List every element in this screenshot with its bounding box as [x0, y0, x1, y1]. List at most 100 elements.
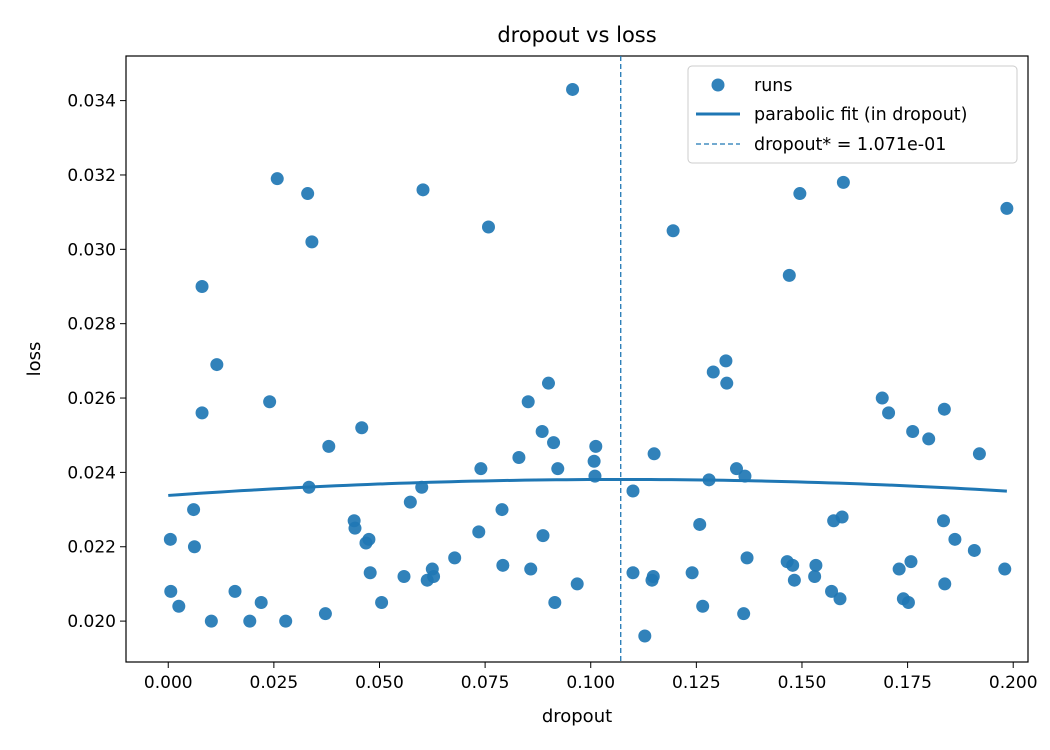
- x-axis-label: dropout: [542, 706, 612, 727]
- run-point: [210, 358, 224, 372]
- y-axis-label: loss: [24, 342, 45, 377]
- run-point: [904, 555, 918, 569]
- run-point: [566, 82, 580, 96]
- run-point: [228, 584, 242, 598]
- run-point: [737, 607, 751, 621]
- run-point: [835, 510, 849, 524]
- run-point: [740, 551, 754, 565]
- run-point: [937, 402, 951, 416]
- run-point: [481, 220, 495, 234]
- run-point: [243, 614, 257, 628]
- x-tick-label: 0.100: [566, 673, 615, 693]
- run-point: [495, 503, 509, 517]
- legend-fit-label: parabolic fit (in dropout): [754, 105, 968, 125]
- run-point: [263, 395, 277, 409]
- run-point: [685, 566, 699, 580]
- run-point: [892, 562, 906, 576]
- run-point: [720, 376, 734, 390]
- y-axis: 0.020 0.022 0.024 0.026 0.028 0.030 0.032 0.034: [67, 92, 126, 632]
- run-point: [833, 592, 847, 606]
- run-point: [1000, 201, 1014, 215]
- run-point: [719, 354, 733, 368]
- x-tick-label: 0.050: [355, 673, 404, 693]
- legend-runs-marker: [711, 78, 725, 92]
- run-point: [638, 629, 652, 643]
- y-tick-label: 0.026: [67, 389, 116, 409]
- run-point: [403, 495, 417, 509]
- parabolic-fit-line: [168, 477, 1007, 497]
- run-point: [938, 577, 952, 591]
- run-point: [626, 484, 640, 498]
- run-point: [521, 395, 535, 409]
- run-point: [355, 421, 369, 435]
- run-point: [901, 596, 915, 610]
- fit-curve-layer: [168, 477, 1007, 497]
- run-point: [948, 532, 962, 546]
- run-point: [937, 514, 951, 528]
- run-point: [195, 406, 209, 420]
- chart-title: dropout vs loss: [497, 23, 656, 47]
- run-point: [254, 596, 268, 610]
- run-point: [972, 447, 986, 461]
- run-point: [825, 584, 839, 598]
- run-point: [496, 558, 510, 572]
- y-tick-label: 0.032: [67, 166, 116, 186]
- run-point: [301, 187, 315, 201]
- legend-box: [687, 65, 1018, 164]
- run-point: [541, 376, 555, 390]
- x-axis: 0.000 0.025 0.050 0.075 0.100 0.125 0.150 0.175…: [144, 662, 1038, 693]
- x-tick-label: 0.075: [461, 673, 510, 693]
- run-point: [448, 551, 462, 565]
- run-point: [474, 462, 488, 476]
- run-point: [187, 540, 201, 554]
- y-tick-label: 0.028: [67, 315, 116, 335]
- run-point: [163, 532, 177, 546]
- x-tick-label: 0.150: [778, 673, 827, 693]
- y-tick-label: 0.022: [67, 538, 116, 558]
- x-tick-label: 0.175: [883, 673, 932, 693]
- run-point: [922, 432, 936, 446]
- run-point: [363, 566, 377, 580]
- y-tick-label: 0.034: [67, 92, 116, 112]
- run-point: [998, 562, 1012, 576]
- run-point: [524, 562, 538, 576]
- run-point: [348, 521, 362, 535]
- run-point: [589, 439, 603, 453]
- run-point: [195, 280, 209, 294]
- run-point: [322, 439, 336, 453]
- legend-vline-label: dropout* = 1.071e-01: [754, 135, 946, 155]
- run-point: [967, 543, 981, 557]
- run-point: [693, 517, 707, 531]
- run-point: [706, 365, 720, 379]
- run-point: [875, 391, 889, 405]
- run-point: [551, 462, 565, 476]
- run-point: [305, 235, 319, 249]
- run-point: [535, 424, 549, 438]
- run-point: [906, 424, 920, 438]
- x-tick-label: 0.000: [144, 673, 193, 693]
- run-point: [809, 558, 823, 572]
- run-point: [187, 503, 201, 517]
- run-point: [397, 569, 411, 583]
- run-point: [164, 584, 178, 598]
- run-point: [416, 183, 430, 197]
- runs-points-layer: [163, 82, 1014, 643]
- run-point: [472, 525, 486, 539]
- x-tick-label: 0.125: [672, 673, 721, 693]
- run-point: [647, 447, 661, 461]
- run-point: [547, 436, 561, 450]
- x-tick-label: 0.200: [989, 673, 1038, 693]
- run-point: [793, 187, 807, 201]
- run-point: [570, 577, 584, 591]
- run-point: [787, 573, 801, 587]
- run-point: [882, 406, 896, 420]
- run-point: [362, 532, 376, 546]
- y-tick-label: 0.030: [67, 240, 116, 260]
- legend: runs parabolic fit (in dropout) dropout* =…: [687, 65, 1018, 164]
- y-tick-label: 0.024: [67, 463, 116, 483]
- plot-frame: [125, 55, 1029, 663]
- y-tick-label: 0.020: [67, 612, 116, 632]
- run-point: [204, 614, 218, 628]
- run-point: [270, 172, 284, 186]
